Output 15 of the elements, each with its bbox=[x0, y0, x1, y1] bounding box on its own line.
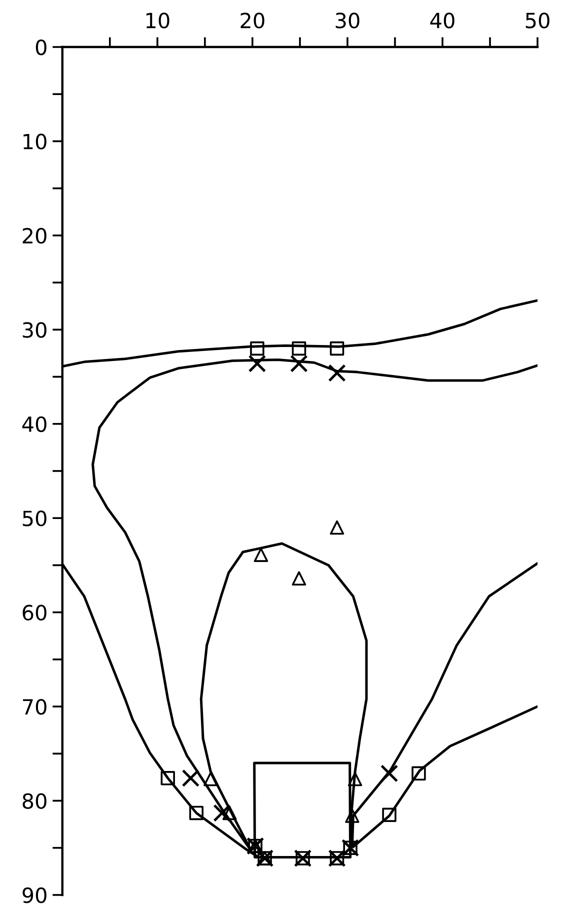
y-tick-label: 60 bbox=[22, 604, 46, 621]
y-tick-label: 20 bbox=[22, 228, 46, 244]
x-tick-label: 40 bbox=[430, 12, 454, 28]
y-tick-label: 80 bbox=[22, 793, 46, 809]
x-tick-label: 10 bbox=[146, 12, 170, 28]
y-tick-label: 10 bbox=[24, 134, 46, 150]
y-tick-label: 50 bbox=[22, 510, 46, 526]
y-tick-label: 40 bbox=[22, 416, 46, 432]
y-tick-label: 90 bbox=[22, 887, 46, 904]
y-tick-label: 0 bbox=[36, 39, 46, 56]
x-tick-label: 50 bbox=[526, 12, 550, 28]
x-tick-label: 20 bbox=[240, 12, 264, 28]
y-tick-label: 70 bbox=[22, 698, 46, 715]
y-tick-label: 30 bbox=[22, 322, 46, 338]
x-tick-label: 30 bbox=[336, 12, 360, 28]
